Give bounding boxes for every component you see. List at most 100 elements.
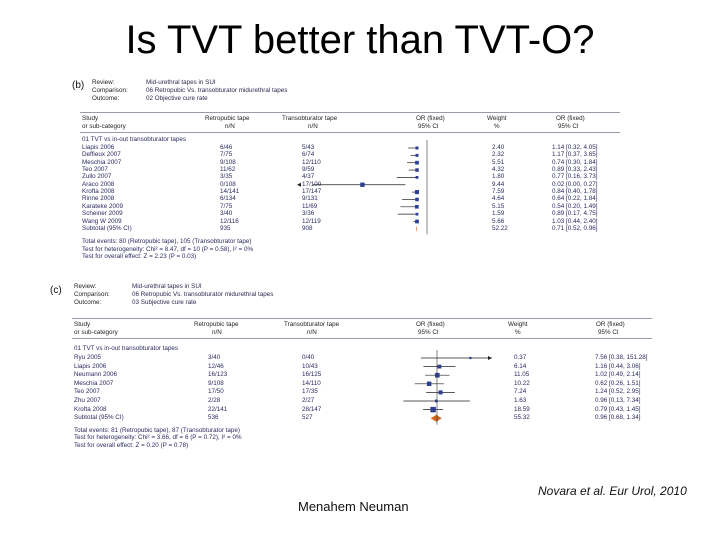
subtotal-or-ci: 0.71 [0.52, 0.96] [552, 224, 598, 232]
study-group2: 9/59 [302, 166, 315, 174]
subgroup-label: 01 TVT vs in-out transobturator tapes [82, 136, 187, 143]
study-weight: 18.59 [514, 405, 530, 413]
study-weight: 5.51 [492, 158, 505, 166]
study-marker [434, 399, 438, 403]
study-name: Karateke 2009 [82, 202, 123, 210]
study-group1: 11/62 [220, 166, 236, 174]
study-or-ci: 0.89 [0.17, 4.75] [552, 210, 598, 218]
footnote: Test for overall effect: Z = 2.23 (P = 0… [82, 253, 197, 260]
study-name: Wang W 2009 [82, 217, 122, 225]
study-weight: 4.32 [492, 166, 505, 174]
ci-header: 95% CI [418, 329, 439, 336]
study-marker [414, 190, 420, 195]
or-header: OR (fixed) [416, 115, 445, 122]
subgroup-label: 01 TVT vs in-out transobturator tapes [74, 345, 179, 352]
outcome-label: Outcome: [92, 95, 120, 102]
ci-arrow [297, 182, 301, 187]
study-weight: 7.24 [514, 388, 527, 396]
review-value: Mid-urethral tapes in SUI [146, 79, 216, 86]
forest-plot-subjective-cure: (c) Review: Mid-urethral tapes in SUI Co… [50, 283, 720, 470]
header-rule-top [80, 112, 620, 113]
review-value: Mid-urethral tapes in SUI [132, 283, 202, 290]
study-group1: 17/50 [208, 388, 224, 396]
study-name: Neumann 2006 [74, 371, 118, 379]
study-or-ci: 0.64 [0.22, 1.84] [552, 195, 598, 203]
study-or-ci: 1.16 [0.44, 3.06] [595, 362, 641, 370]
study-name: Krofta 2008 [82, 188, 115, 196]
study-group2: 4/37 [302, 173, 315, 181]
weight-header: Weight [487, 115, 507, 122]
study-name: Ryu 2005 [74, 354, 101, 361]
study-marker [360, 182, 365, 187]
study-group1: 16/123 [208, 371, 228, 379]
comparison-label: Comparison: [74, 291, 110, 298]
study-group2: 3/36 [302, 210, 315, 218]
pooled-diamond [430, 414, 442, 422]
study-header: Study [82, 115, 99, 122]
study-group2: 12/119 [302, 217, 321, 225]
study-name: Krofta 2008 [74, 405, 107, 413]
footnote: Total events: 80 (Retropubic tape), 105 … [82, 238, 252, 246]
forest-plot-area [403, 350, 492, 425]
study-group2: 6/74 [302, 151, 315, 159]
outcome-value: 02 Objective cure rate [146, 95, 208, 102]
group2-n-header: n/N [308, 123, 318, 130]
forest-plot-objective-cure: (b) Review: Mid-urethral tapes in SUI Co… [62, 76, 720, 276]
study-marker [415, 197, 419, 202]
group1-n-header: n/N [225, 123, 235, 130]
panel-letter: (b) [72, 80, 85, 91]
study-marker [415, 212, 419, 216]
study-group1: 0/108 [220, 180, 236, 188]
subtotal-group1: 935 [220, 224, 231, 232]
study-group1: 22/141 [208, 405, 228, 413]
study-weight: 6.14 [514, 362, 527, 370]
study-or-ci: 1.24 [0.52, 2.95] [595, 388, 641, 396]
ci-header: 95% CI [418, 123, 439, 130]
group1-header: Retropubic tape [194, 321, 239, 328]
study-name: Liapis 2006 [82, 144, 115, 151]
study-marker [437, 364, 442, 369]
study-group2: 17/100 [302, 180, 322, 188]
study-name: Teo 2007 [82, 166, 108, 174]
study-marker [438, 390, 443, 395]
group2-header: Transobturator tape [282, 115, 338, 122]
subtotal-name: Subtotal (95% CI) [82, 224, 132, 232]
study-weight: 4.64 [492, 195, 505, 203]
study-or-ci: 0.02 [0.00, 0.27] [552, 180, 598, 188]
study-header: Study [74, 321, 91, 328]
study-name: Rinne 2008 [82, 195, 115, 203]
footnote: Total events: 81 (Retropubic tape), 87 (… [74, 426, 241, 434]
study-group2: 17/147 [302, 188, 322, 196]
study-name: Meschia 2007 [82, 158, 122, 166]
study-group1: 3/35 [220, 173, 233, 181]
study-group1: 7/75 [220, 151, 233, 159]
study-weight: 2.32 [492, 151, 505, 159]
weight-header: Weight [508, 321, 528, 328]
study-weight: 1.59 [492, 210, 505, 218]
study-group1: 3/40 [208, 354, 221, 361]
study-group2: 0/40 [302, 354, 315, 361]
comparison-value: 06 Retropubic Vs. transobturator miduret… [132, 291, 274, 298]
study-or-ci: 1.14 [0.32, 4.05] [552, 144, 598, 151]
outcome-label: Outcome: [74, 299, 102, 306]
subtotal-weight: 52.22 [492, 224, 508, 232]
study-group2: 5/43 [302, 144, 315, 151]
study-group2: 17/35 [302, 388, 318, 396]
subtotal-group2: 527 [302, 414, 313, 422]
study-or-ci: 0.54 [0.20, 1.49] [552, 202, 598, 210]
study-weight: 1.63 [514, 397, 527, 404]
study-marker [469, 356, 472, 360]
study-weight: 5.66 [492, 217, 505, 225]
subcategory-header: or sub-category [82, 123, 126, 130]
study-marker [415, 219, 419, 224]
study-or-ci: 1.02 [0.49, 2.14] [595, 371, 641, 379]
study-name: Teo 2007 [74, 388, 100, 396]
study-group1: 14/141 [220, 188, 240, 196]
author-footer: Menahem Neuman [298, 499, 409, 514]
outcome-value: 03 Subjective cure rate [132, 299, 197, 306]
slide-title: Is TVT better than TVT-O? [125, 18, 595, 62]
group1-n-header: n/N [212, 329, 222, 336]
study-group1: 9/108 [220, 158, 236, 166]
study-group1: 2/28 [208, 397, 221, 404]
study-marker [415, 175, 419, 179]
